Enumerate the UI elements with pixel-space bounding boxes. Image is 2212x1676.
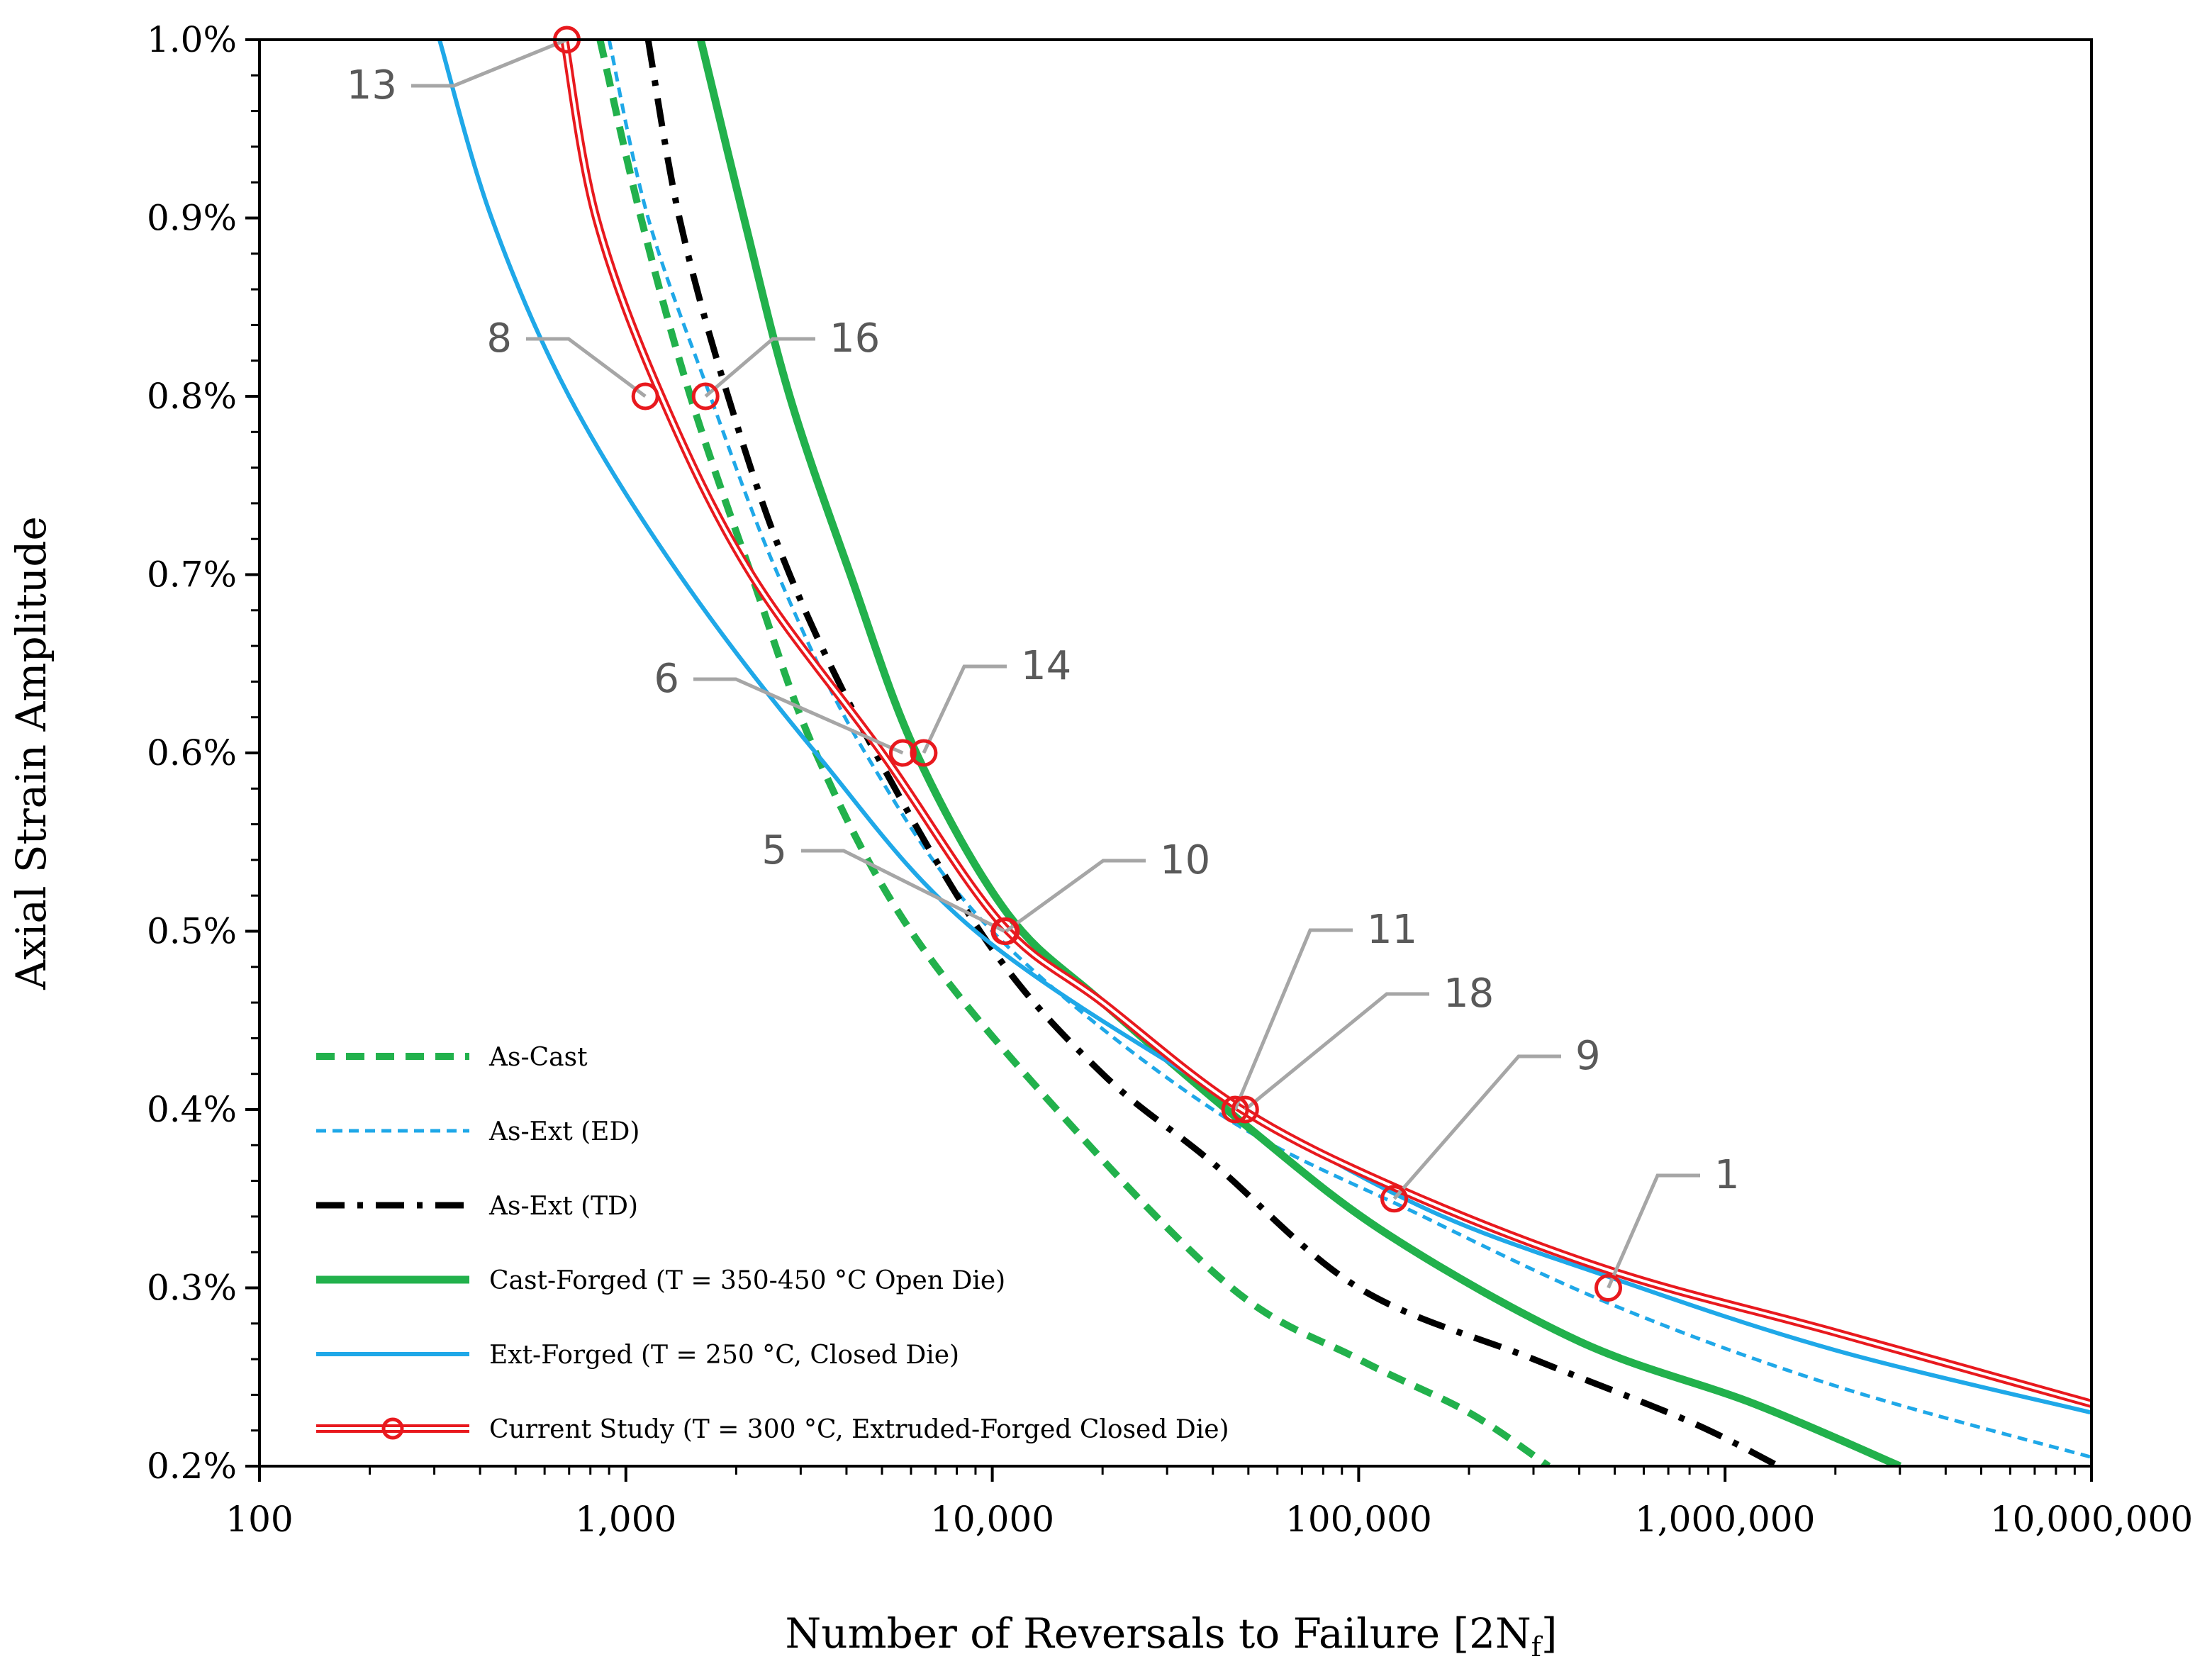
marker-layer xyxy=(553,26,1622,1302)
callout-label-16: 16 xyxy=(830,315,880,362)
callout-label-10: 10 xyxy=(1160,837,1210,883)
legend-label: As-Ext (ED) xyxy=(488,1117,639,1146)
y-tick-label: 0.2% xyxy=(147,1446,237,1487)
x-tick-label: 100 xyxy=(225,1499,293,1540)
data-point-18 xyxy=(1231,1095,1259,1124)
data-point-16 xyxy=(691,382,720,410)
legend-item-as-ext-td: As-Ext (TD) xyxy=(316,1192,638,1221)
x-tick-label: 1,000,000 xyxy=(1635,1499,1815,1540)
data-point-14 xyxy=(910,739,938,767)
y-tick-label: 0.8% xyxy=(147,376,237,417)
series-layer xyxy=(437,40,2091,1466)
legend-item-cast-forged-t-350-450-c-open-die: Cast-Forged (T = 350-450 °C Open Die) xyxy=(316,1266,1005,1295)
callout-leader-1 xyxy=(1607,1173,1700,1289)
y-tick-label: 0.4% xyxy=(147,1089,237,1130)
callout-label-8: 8 xyxy=(486,315,512,362)
legend-label: Current Study (T = 300 °C, Extruded-Forg… xyxy=(489,1415,1229,1444)
series-cast-forged-t-350-450-c-open-die-line xyxy=(696,40,1901,1466)
data-point-1 xyxy=(1594,1274,1622,1302)
legend: As-Cast As-Ext (ED) As-Ext (TD) Cast-Forged… xyxy=(316,1043,1229,1444)
legend-item-ext-forged-t-250-c-closed-die: Ext-Forged (T = 250 °C, Closed Die) xyxy=(316,1341,959,1370)
callout-leader-10 xyxy=(1005,859,1146,933)
data-point-8 xyxy=(631,382,659,410)
callout-leader-8 xyxy=(526,337,647,398)
callout-leader-9 xyxy=(1392,1054,1561,1200)
y-tick-label: 0.6% xyxy=(147,732,237,773)
y-tick-label: 0.3% xyxy=(147,1268,237,1309)
series-as-ext-ed-line xyxy=(607,40,2091,1459)
x-tick-label: 10,000,000 xyxy=(1990,1499,2193,1540)
y-tick-label: 0.5% xyxy=(147,911,237,952)
callout-label-18: 18 xyxy=(1443,971,1494,1017)
data-point-11 xyxy=(1221,1095,1249,1124)
legend-label: As-Ext (TD) xyxy=(488,1192,638,1221)
callout-label-11: 11 xyxy=(1367,907,1417,953)
legend-item-current-study-t-300-c-extruded-forged-closed-die: Current Study (T = 300 °C, Extruded-Forg… xyxy=(316,1415,1229,1444)
data-point-10 xyxy=(992,917,1020,945)
callout-leader-18 xyxy=(1244,992,1429,1111)
callout-label-14: 14 xyxy=(1021,643,1071,689)
callout-leader-14 xyxy=(922,664,1007,754)
callout-leader-11 xyxy=(1233,928,1353,1110)
callout-leader-5 xyxy=(801,849,1006,933)
callout-leader-16 xyxy=(704,337,815,398)
legend-marker xyxy=(381,1417,404,1440)
callout-leader-6 xyxy=(693,677,904,755)
data-point-9 xyxy=(1380,1185,1408,1213)
series-ext-forged-t-250-c-closed-die-line xyxy=(437,40,2091,1415)
callout-label-9: 9 xyxy=(1575,1033,1601,1079)
legend-label: Cast-Forged (T = 350-450 °C Open Die) xyxy=(489,1266,1005,1295)
x-tick-label: 10,000 xyxy=(930,1499,1054,1540)
y-tick-label: 0.9% xyxy=(147,198,237,239)
y-axis-title: Axial Strain Amplitude xyxy=(7,516,55,990)
x-tick-label: 100,000 xyxy=(1285,1499,1432,1540)
x-tick-label: 1,000 xyxy=(575,1499,676,1540)
x-axis-title: Number of Reversals to Failure [2Nf] xyxy=(786,1609,1558,1663)
y-tick-label: 1.0% xyxy=(147,19,237,60)
legend-item-as-cast: As-Cast xyxy=(316,1043,588,1072)
annotation-layer: 13 8 16 6 14 5 10 11 18 9 1 xyxy=(347,38,1740,1289)
legend-item-as-ext-ed: As-Ext (ED) xyxy=(316,1117,639,1146)
y-tick-label: 0.7% xyxy=(147,554,237,596)
legend-label: As-Cast xyxy=(488,1043,588,1072)
tick-layer: 0.2% 0.3% 0.4% 0.5% 0.6% 0.7% 0.8% 0.9% 1.0% 100 1… xyxy=(147,19,2193,1540)
series-as-cast-line xyxy=(596,40,1551,1466)
series-current-study-t-300-c-extruded-forged-closed-die-line-inner xyxy=(563,40,2091,1405)
x-axis-title-subscript: f xyxy=(1531,1631,1543,1663)
callout-label-5: 5 xyxy=(761,827,787,873)
callout-label-6: 6 xyxy=(654,656,679,702)
callout-label-1: 1 xyxy=(1714,1152,1740,1198)
x-axis-title-end: ] xyxy=(1541,1609,1558,1658)
series-as-ext-td-line xyxy=(644,40,1780,1466)
callout-leader-13 xyxy=(411,38,568,88)
callout-label-13: 13 xyxy=(347,62,397,108)
legend-label: Ext-Forged (T = 250 °C, Closed Die) xyxy=(489,1341,959,1370)
x-axis-title-main: Number of Reversals to Failure [2N xyxy=(786,1609,1531,1658)
data-point-6 xyxy=(888,739,917,767)
